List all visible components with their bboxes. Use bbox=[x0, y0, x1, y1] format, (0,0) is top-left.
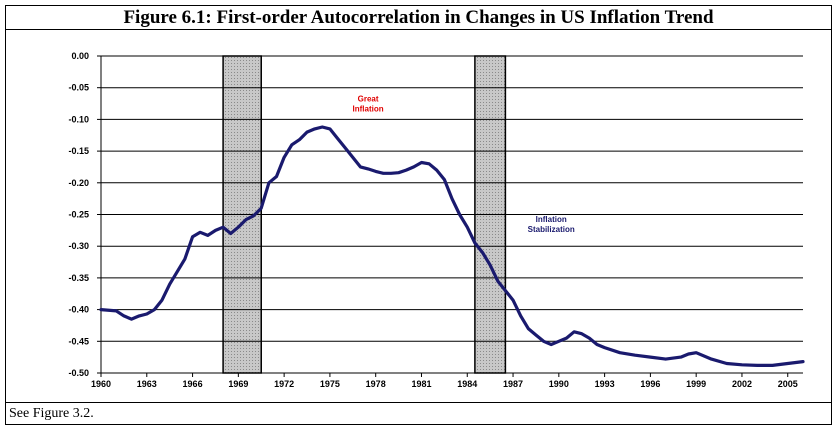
y-tick-label: -0.45 bbox=[68, 336, 89, 346]
x-tick-label: 1963 bbox=[137, 379, 157, 389]
y-tick-label: -0.40 bbox=[68, 305, 89, 315]
x-tick-label: 2002 bbox=[732, 379, 752, 389]
annotation-line: Inflation bbox=[536, 215, 567, 224]
y-tick-label: -0.15 bbox=[68, 146, 89, 156]
x-tick-label: 1996 bbox=[640, 379, 660, 389]
x-tick-label: 1999 bbox=[686, 379, 706, 389]
series-line-1 bbox=[99, 125, 805, 367]
annotation-line: Stabilization bbox=[528, 225, 575, 234]
x-tick-label: 2005 bbox=[778, 379, 798, 389]
figure-note: See Figure 3.2. bbox=[6, 402, 831, 424]
annotation-line: Inflation bbox=[353, 105, 384, 114]
x-tick-label: 1990 bbox=[549, 379, 569, 389]
x-tick-label: 1969 bbox=[228, 379, 248, 389]
x-tick-label: 1978 bbox=[366, 379, 386, 389]
y-tick-label: -0.25 bbox=[68, 210, 89, 220]
y-tick-label: -0.35 bbox=[68, 273, 89, 283]
y-tick-label: -0.10 bbox=[68, 114, 89, 124]
x-tick-label: 1987 bbox=[503, 379, 523, 389]
chart-axes bbox=[100, 56, 803, 377]
figure-title: Figure 6.1: First-order Autocorrelation … bbox=[6, 6, 831, 30]
x-tick-label: 1981 bbox=[411, 379, 431, 389]
x-tick-label: 1975 bbox=[320, 379, 340, 389]
tick-labels: 0.00 -0.05 -0.10 -0.15 -0.20 -0.25 -0.30 -0.35 -… bbox=[68, 51, 797, 389]
annotation-2: Inflation Stabilization bbox=[528, 215, 575, 234]
y-tick-label: -0.30 bbox=[68, 241, 89, 251]
annotation-line: Great bbox=[358, 95, 379, 104]
series-layer bbox=[99, 125, 805, 367]
y-tick-label: -0.05 bbox=[68, 83, 89, 93]
annotation-1: Great Inflation bbox=[353, 95, 384, 114]
y-tick-label: -0.20 bbox=[68, 178, 89, 188]
x-tick-label: 1966 bbox=[183, 379, 203, 389]
y-tick-label: -0.50 bbox=[68, 368, 89, 378]
grid-lines bbox=[97, 55, 803, 374]
x-tick-label: 1972 bbox=[274, 379, 294, 389]
x-tick-label: 1960 bbox=[91, 379, 111, 389]
x-tick-label: 1984 bbox=[457, 379, 477, 389]
x-tick-label: 1993 bbox=[595, 379, 615, 389]
y-tick-label: 0.00 bbox=[71, 51, 89, 61]
